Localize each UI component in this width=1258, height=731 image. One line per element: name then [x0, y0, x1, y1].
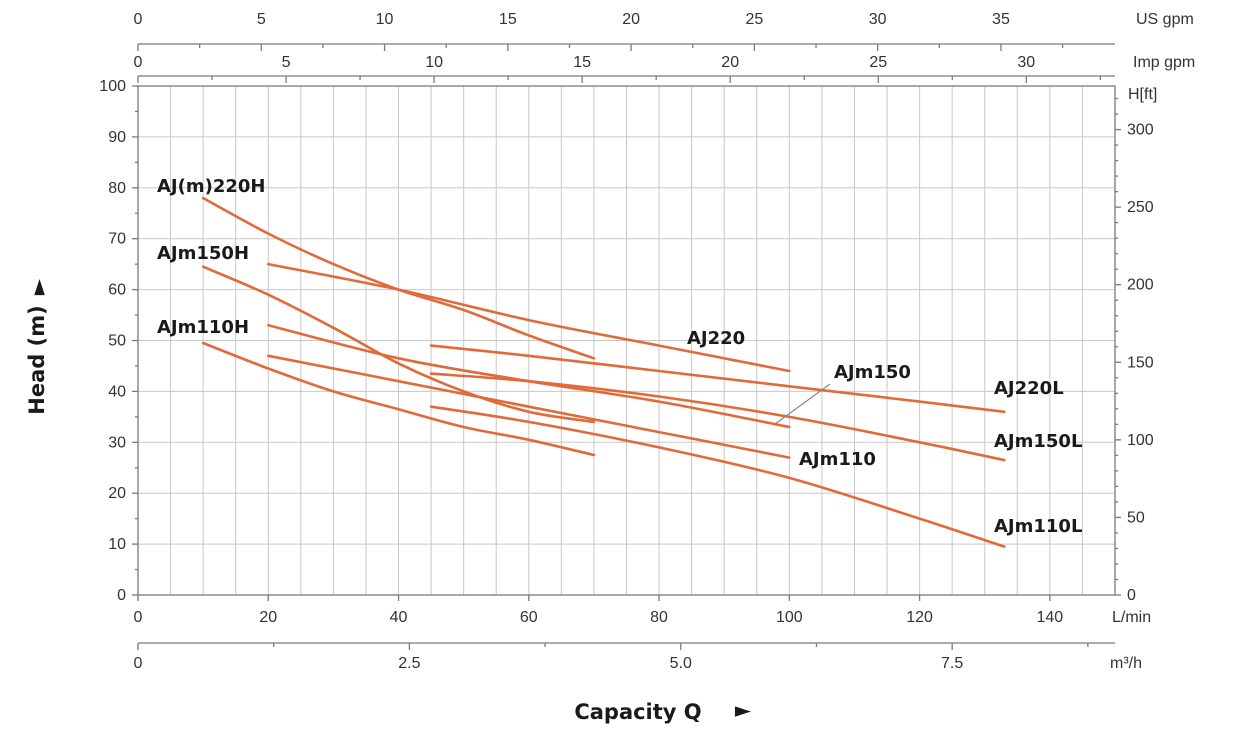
us-gpm-tick-label: 20: [622, 11, 640, 28]
y-tick-label: 80: [108, 180, 126, 197]
y-tick-label: 10: [108, 536, 126, 553]
tick-labels: 0102030405060708090100050100150200250300…: [99, 11, 1154, 672]
y-axis-title: Head (m): [25, 305, 49, 414]
x-axis-arrow: ►: [735, 698, 752, 722]
m3h-tick-label: 0: [134, 655, 143, 672]
x-axis-title: Capacity Q: [574, 700, 701, 724]
ft-tick-label: 100: [1127, 432, 1154, 449]
x-tick-label: 0: [134, 609, 143, 626]
us-gpm-tick-label: 35: [992, 11, 1010, 28]
series-labels: AJ(m)220H AJm150H AJm110H AJ220 AJm150 AJ220L…: [157, 176, 1082, 537]
y-tick-label: 30: [108, 434, 126, 451]
y-tick-label: 20: [108, 485, 126, 502]
ajm150-leader-line: [774, 383, 831, 425]
y-tick-label: 60: [108, 282, 126, 299]
x-tick-label: 20: [259, 609, 277, 626]
series-label-ajm150l: AJm150L: [994, 431, 1082, 452]
imp-gpm-tick-label: 5: [282, 54, 291, 71]
curve-ajm110l: [429, 405, 1006, 548]
series-label-ajm150h: AJm150H: [157, 243, 249, 264]
series-label-ajm110: AJm110: [799, 449, 876, 470]
imp-gpm-tick-label: 10: [425, 54, 443, 71]
ft-tick-label: 250: [1127, 199, 1154, 216]
us-gpm-tick-label: 5: [257, 11, 266, 28]
imp-gpm-tick-label: 20: [721, 54, 739, 71]
y-tick-label: 90: [108, 129, 126, 146]
x-tick-label: 140: [1037, 609, 1064, 626]
us-gpm-tick-label: 15: [499, 11, 517, 28]
imp-gpm-tick-label: 25: [869, 54, 887, 71]
ft-tick-label: 150: [1127, 354, 1154, 371]
x-tick-label: 120: [906, 609, 933, 626]
series-label-aj220l: AJ220L: [994, 378, 1064, 399]
us-gpm-unit-label: US gpm: [1136, 11, 1194, 28]
series-label-aj-m-220h: AJ(m)220H: [157, 176, 265, 197]
x-tick-label: 40: [390, 609, 408, 626]
us-gpm-tick-label: 30: [869, 11, 887, 28]
imp-gpm-tick-label: 0: [134, 54, 143, 71]
us-gpm-tick-label: 10: [376, 11, 394, 28]
y-axis-arrow: ►: [26, 278, 50, 295]
ft-tick-label: 200: [1127, 277, 1154, 294]
ft-tick-label: 0: [1127, 587, 1136, 604]
series-label-ajm110l: AJm110L: [994, 516, 1082, 537]
imp-gpm-unit-label: Imp gpm: [1133, 54, 1195, 71]
ft-tick-label: 300: [1127, 122, 1154, 139]
series-label-ajm150: AJm150: [834, 362, 911, 383]
m3h-tick-label: 7.5: [941, 655, 963, 672]
us-gpm-tick-label: 0: [134, 11, 143, 28]
m3h-tick-label: 5.0: [670, 655, 692, 672]
curve-ajm110h: [201, 341, 596, 457]
ft-unit-label: H[ft]: [1128, 86, 1157, 103]
curve-aj220l: [429, 344, 1006, 414]
curve-ajm110: [267, 354, 791, 459]
axes: [132, 43, 1121, 650]
series-label-aj220: AJ220: [687, 328, 745, 349]
series-label-ajm110h: AJm110H: [157, 317, 249, 338]
lmin-unit-label: L/min: [1112, 609, 1151, 626]
x-tick-label: 100: [776, 609, 803, 626]
grid: [138, 86, 1115, 595]
y-tick-label: 50: [108, 333, 126, 350]
imp-gpm-tick-label: 30: [1017, 54, 1035, 71]
curve-ajm150h: [201, 265, 596, 424]
y-tick-label: 100: [99, 78, 126, 95]
curve-aj220: [267, 262, 791, 373]
m3h-tick-label: 2.5: [398, 655, 420, 672]
x-tick-label: 60: [520, 609, 538, 626]
x-tick-label: 80: [650, 609, 668, 626]
imp-gpm-tick-label: 15: [573, 54, 591, 71]
y-tick-label: 40: [108, 383, 126, 400]
ft-tick-label: 50: [1127, 509, 1145, 526]
m3h-unit-label: m³/h: [1110, 655, 1142, 672]
y-tick-label: 0: [117, 587, 126, 604]
us-gpm-tick-label: 25: [745, 11, 763, 28]
y-tick-label: 70: [108, 231, 126, 248]
curve-ajm150l: [429, 372, 1006, 462]
series-curves: [201, 196, 1006, 548]
